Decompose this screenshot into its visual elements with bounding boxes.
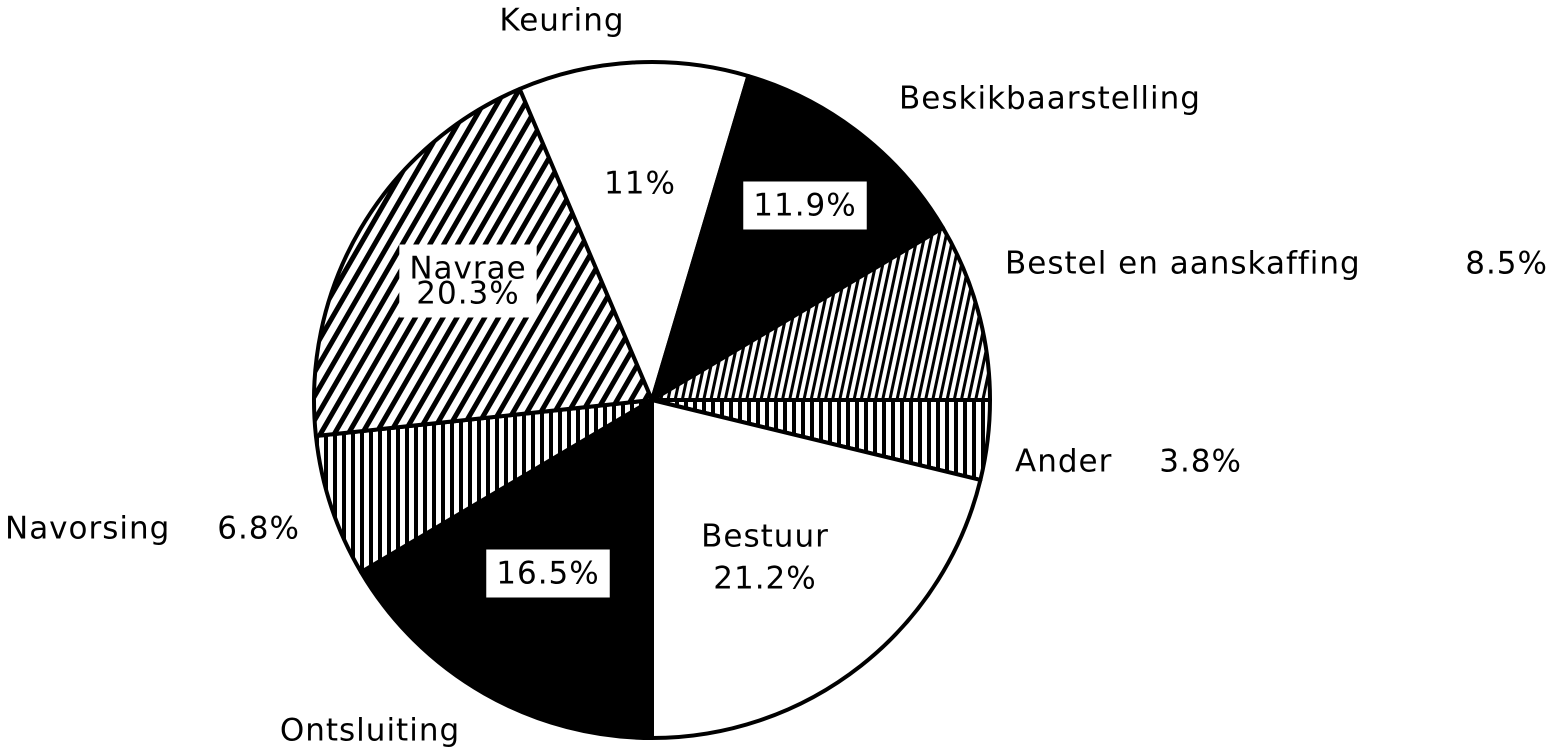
slice-value: 6.8% xyxy=(217,511,300,547)
slice-name: Bestuur xyxy=(701,519,829,555)
pie-slice xyxy=(313,398,654,575)
slice-name: Keuring xyxy=(499,3,624,39)
pie-slice xyxy=(650,74,945,402)
pie-slice xyxy=(650,398,983,740)
slice-name: Beskikbaarstelling xyxy=(899,81,1201,117)
slice-value: 3.8% xyxy=(1159,444,1242,480)
slice-value: 16.5% xyxy=(496,556,599,592)
label-box xyxy=(486,549,610,598)
slice-value: 11.9% xyxy=(753,188,856,224)
slice-name: Navorsing xyxy=(5,511,170,547)
slice-name: Bestel en aanskaffing xyxy=(1005,246,1361,282)
label-box xyxy=(399,244,537,318)
slice-name: Ander xyxy=(1015,444,1112,480)
slice-value: 8.5% xyxy=(1465,246,1548,282)
pie-slice xyxy=(650,225,992,402)
slice-value: 11% xyxy=(604,166,676,202)
pie-slice xyxy=(517,60,751,402)
slice-name: Navrae xyxy=(409,251,526,287)
slice-name: Ontsluiting xyxy=(280,713,460,749)
slice-value: 20.3% xyxy=(416,276,519,312)
label-box xyxy=(743,181,867,230)
slice-value: 21.2% xyxy=(713,561,816,597)
